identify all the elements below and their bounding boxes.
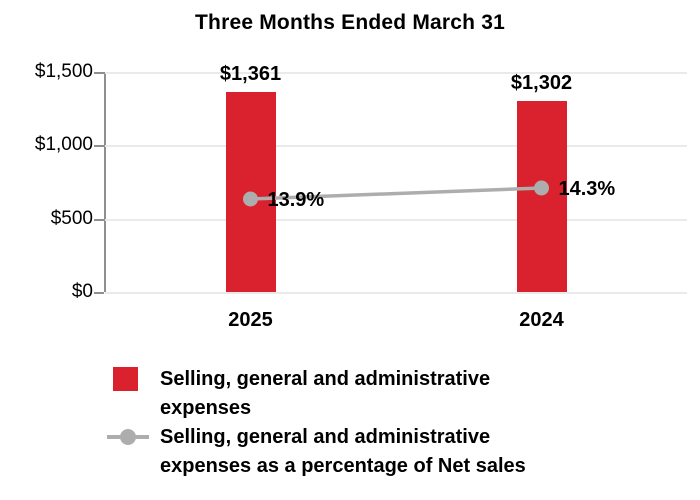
legend-label: Selling, general and administrative expen…	[160, 365, 490, 423]
x-axis-labels: 2025 2024	[105, 308, 687, 332]
y-tick-label: $500	[50, 207, 93, 229]
y-axis-tick	[94, 218, 104, 221]
legend-item: Selling, general and administrative expen…	[105, 365, 665, 423]
x-tick-label: 2025	[228, 309, 273, 331]
gridline	[105, 145, 687, 148]
line-marker-icon	[534, 180, 549, 196]
y-axis-tick	[94, 72, 104, 74]
legend-swatch-column	[105, 423, 160, 445]
y-axis-line	[104, 72, 106, 292]
legend-marker-dot-icon	[120, 429, 136, 445]
y-axis-tick	[94, 145, 104, 148]
legend-label-line: expenses	[160, 397, 252, 419]
legend-label: Selling, general and administrative expen…	[160, 423, 526, 481]
gridline	[105, 292, 687, 294]
y-tick-label: $1,500	[34, 61, 93, 82]
y-axis-labels: $1,500 $1,000 $500 $0	[0, 61, 93, 302]
legend-swatch-column	[105, 365, 160, 391]
y-tick-label: $0	[71, 281, 93, 302]
percentage-line-series	[243, 180, 549, 207]
y-axis-tick	[94, 292, 104, 294]
gridline	[105, 72, 687, 74]
bar-2024	[516, 101, 567, 292]
line-segment	[250, 186, 542, 201]
plot-area: $1,361 $1,302 13.9% 14.3%	[94, 63, 687, 294]
legend-label-line: Selling, general and administrative	[160, 368, 491, 390]
legend-item: Selling, general and administrative expen…	[105, 423, 665, 481]
y-tick-label: $1,000	[34, 134, 93, 156]
chart-title: Three Months Ended March 31	[195, 11, 505, 34]
red-square-swatch	[113, 367, 138, 391]
legend-label-line: Selling, general and administrative	[160, 426, 491, 448]
gray-line-marker-swatch	[107, 429, 149, 445]
x-tick-label: 2024	[519, 309, 564, 331]
legend-label-line: expenses as a percentage of Net sales	[160, 455, 526, 477]
percentage-label: 14.3%	[558, 178, 616, 200]
line-marker-icon	[243, 191, 258, 207]
bar-value-label: $1,361	[219, 63, 282, 86]
chart-legend: Selling, general and administrative expen…	[105, 365, 665, 481]
gridline	[105, 218, 687, 221]
percentage-label: 13.9%	[267, 189, 325, 211]
bar-value-label: $1,302	[510, 72, 573, 95]
